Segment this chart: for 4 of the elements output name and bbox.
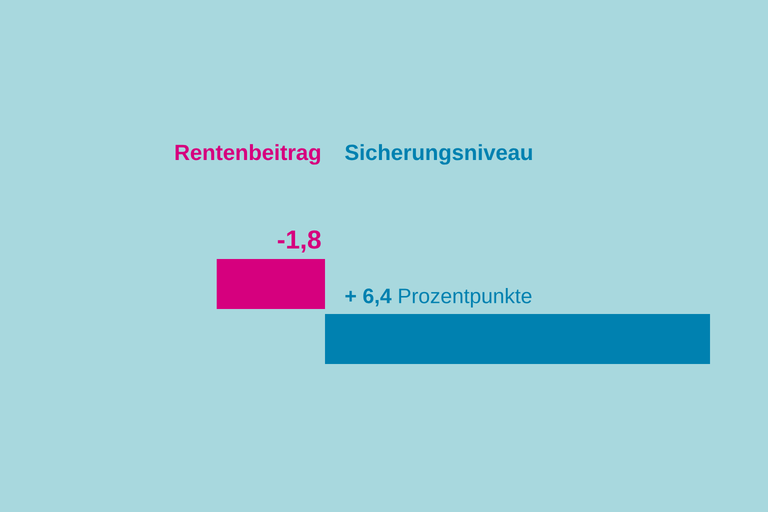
data-label: -1,8 [278, 230, 321, 252]
text: Rentenbeitrag [176, 144, 320, 165]
text: Sicherungsniveau [345, 144, 532, 165]
data-label: + 6,4 Prozentpunkte [345, 288, 532, 308]
